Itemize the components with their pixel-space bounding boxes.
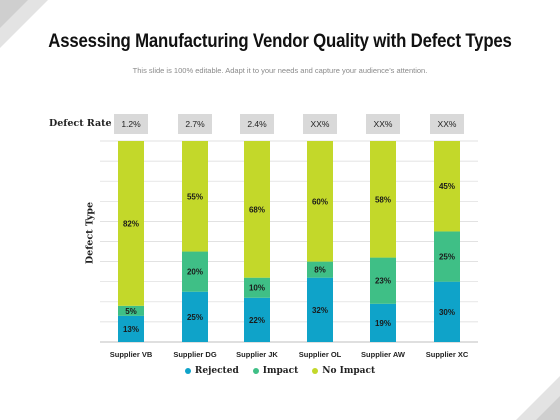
defect-rate-box: XX% [430, 114, 464, 134]
bar-segment-no-impact [118, 141, 144, 306]
legend-label-rejected: Rejected [194, 366, 239, 376]
data-label: 25% [187, 313, 203, 322]
bar-segment-rejected [244, 297, 270, 342]
bar-segment-rejected [182, 291, 208, 342]
bar-segment-impact [434, 231, 460, 282]
legend-item-no-impact: No Impact [312, 366, 375, 376]
legend-label-no-impact: No Impact [322, 366, 376, 376]
corner-decoration-top-left-inner [0, 0, 28, 28]
bar-segment-impact [244, 277, 270, 298]
defect-rate-box: XX% [303, 114, 337, 134]
legend-item-rejected: Rejected [184, 366, 239, 376]
defect-rate-box: XX% [366, 114, 400, 134]
bar-segment-rejected [370, 303, 396, 342]
bar-segment-no-impact [182, 141, 208, 252]
defect-rate-box: 2.7% [178, 114, 212, 134]
x-tick-label: Supplier XC [426, 350, 469, 359]
legend-swatch-no-impact [312, 368, 319, 374]
chart-legend: Rejected Impact No Impact [0, 366, 560, 376]
defect-rate-box: 2.4% [240, 114, 274, 134]
data-label: 82% [123, 219, 139, 228]
legend-item-impact: Impact [252, 366, 299, 376]
bar-segment-impact [307, 261, 333, 278]
data-label: 23% [375, 277, 391, 286]
defect-rate-box: 1.2% [114, 114, 148, 134]
bar-segment-rejected [307, 277, 333, 342]
legend-label-impact: Impact [262, 366, 299, 376]
data-label: 10% [249, 284, 265, 293]
x-tick-label: Supplier JK [236, 350, 278, 359]
data-label: 19% [375, 319, 391, 328]
legend-swatch-rejected [184, 368, 191, 374]
data-label: 22% [249, 316, 265, 325]
data-label: 20% [187, 268, 203, 277]
bar-segment-rejected [434, 281, 460, 342]
x-tick-label: Supplier DG [173, 350, 217, 359]
data-label: 68% [249, 205, 265, 214]
x-tick-label: Supplier VB [110, 350, 153, 359]
data-label: 55% [187, 192, 203, 201]
page-title: Assessing Manufacturing Vendor Quality w… [48, 30, 512, 52]
data-label: 45% [439, 182, 455, 191]
data-label: 58% [375, 195, 391, 204]
bar-segment-rejected [118, 315, 144, 342]
bar-segment-impact [182, 251, 208, 292]
data-label: 5% [125, 307, 137, 316]
bar-segment-no-impact [244, 141, 270, 278]
corner-decoration-bottom-right-inner [536, 396, 560, 420]
data-label: 13% [123, 325, 139, 334]
bar-segment-impact [118, 305, 144, 316]
bar-segment-no-impact [434, 141, 460, 232]
bar-segment-no-impact [370, 141, 396, 258]
x-tick-label: Supplier OL [299, 350, 342, 359]
defect-rate-label: Defect Rate [49, 118, 112, 129]
bar-segment-impact [370, 257, 396, 304]
x-tick-label: Supplier AW [361, 350, 406, 359]
data-label: 8% [314, 266, 326, 275]
data-label: 25% [439, 253, 455, 262]
legend-swatch-impact [252, 368, 259, 374]
data-label: 32% [312, 306, 328, 315]
data-label: 30% [439, 308, 455, 317]
page-subtitle: This slide is 100% editable. Adapt it to… [132, 66, 428, 75]
data-label: 60% [312, 197, 328, 206]
bar-segment-no-impact [307, 141, 333, 262]
